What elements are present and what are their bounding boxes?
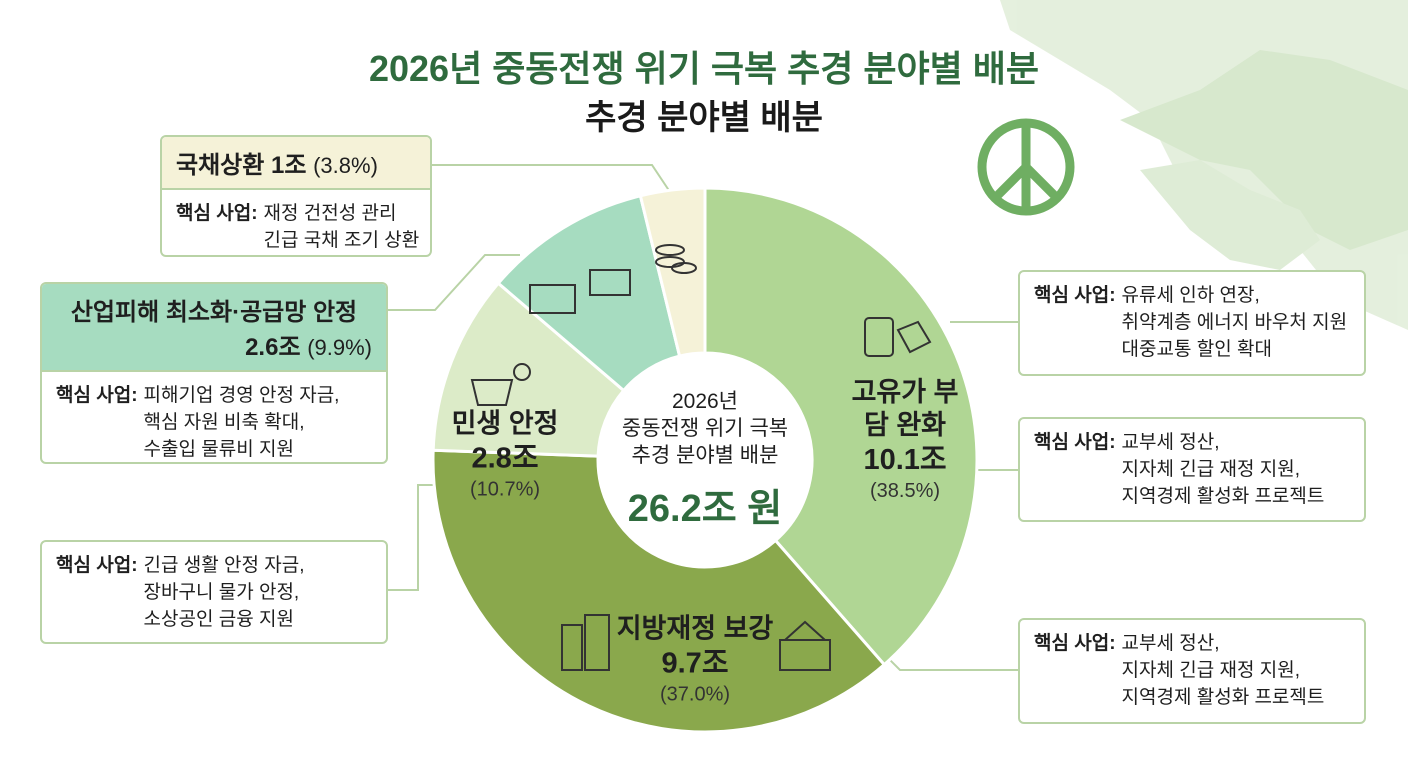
- callout-body: 핵심 사업: 교부세 정산, 지자체 긴급 재정 지원, 지역경제 활성화 프로젝트: [1020, 419, 1364, 520]
- callout-line: 교부세 정산,: [1121, 432, 1220, 453]
- callout-line: 소상공인 금융 지원: [143, 609, 294, 630]
- callout-key: 핵심 사업:: [1034, 432, 1116, 453]
- segment-value: 9.7조: [661, 647, 729, 680]
- callout-key: 핵심 사업:: [56, 555, 138, 576]
- center-line: 추경 분야별 배분: [631, 444, 779, 467]
- chart-subtitle: 추경 분야별 배분: [585, 99, 823, 137]
- segment-label: 지방재정 보강 9.7조 (37.0%): [575, 613, 815, 708]
- segment-label: 민생 안정 2.8조 (10.7%): [440, 408, 570, 503]
- callout-lines: 피해기업 경영 안정 자금, 핵심 자원 비축 확대, 수출입 물류비 지원: [143, 382, 340, 462]
- callout-lines: 교부세 정산, 지자체 긴급 재정 지원, 지역경제 활성화 프로젝트: [1122, 630, 1325, 711]
- callout-body: 핵심 사업: 교부세 정산, 지자체 긴급 재정 지원, 지역경제 활성화 프로젝트: [1020, 620, 1364, 721]
- callout-line: 긴급 국채 조기 상환: [263, 230, 420, 251]
- callout-line: 핵심 자원 비축 확대,: [143, 412, 305, 433]
- callout-share: (9.9%): [307, 335, 372, 360]
- segment-name: 민생 안정: [451, 408, 559, 439]
- callout-body: 핵심 사업: 긴급 생활 안정 자금, 장바구니 물가 안정, 소상공인 금융 지원: [42, 542, 386, 642]
- callout-line: 지자체 긴급 재정 지원,: [1121, 459, 1300, 480]
- callout-line: 수출입 물류비 지원: [143, 439, 294, 460]
- center-total: 26.2조 원: [627, 488, 783, 530]
- segment-name: 지방재정 보강: [616, 613, 774, 644]
- callout-box: 핵심 사업: 긴급 생활 안정 자금, 장바구니 물가 안정, 소상공인 금융 지원: [40, 540, 388, 644]
- segment-share: (38.5%): [869, 480, 941, 502]
- callout-body: 핵심 사업: 재정 건전성 관리 긴급 국채 조기 상환: [162, 190, 430, 255]
- segment-name: 고유가 부담 완화: [851, 377, 959, 440]
- callout-key: 핵심 사업:: [176, 203, 258, 224]
- callout-line: 지자체 긴급 재정 지원,: [1121, 660, 1300, 681]
- peace-symbol: [977, 118, 1075, 216]
- callout-box: 핵심 사업: 교부세 정산, 지자체 긴급 재정 지원, 지역경제 활성화 프로젝트: [1018, 618, 1366, 724]
- callout-line: 지역경제 활성화 프로젝트: [1121, 687, 1325, 708]
- callout-lines: 교부세 정산, 지자체 긴급 재정 지원, 지역경제 활성화 프로젝트: [1122, 429, 1325, 510]
- callout-line: 취약계층 에너지 바우처 지원: [1121, 312, 1348, 333]
- donut-slice: [431, 281, 626, 458]
- callout-box: 산업피해 최소화·공급망 안정 2.6조 (9.9%) 핵심 사업: 피해기업 경영 …: [40, 282, 388, 464]
- donut-slice: [496, 193, 682, 393]
- callout-share: (3.8%): [313, 153, 378, 178]
- donut-slice: [638, 186, 707, 358]
- callout-box: 핵심 사업: 교부세 정산, 지자체 긴급 재정 지원, 지역경제 활성화 프로젝트: [1018, 417, 1366, 522]
- callout-line: 교부세 정산,: [1121, 633, 1220, 654]
- callout-name: 국채상환: [176, 152, 265, 179]
- donut: [431, 186, 979, 734]
- callout-line: 긴급 생활 안정 자금,: [143, 555, 305, 576]
- callout-line: 지역경제 활성화 프로젝트: [1121, 486, 1325, 507]
- callout-line: 재정 건전성 관리: [263, 203, 397, 224]
- callout-box: 국채상환 1조 (3.8%) 핵심 사업: 재정 건전성 관리 긴급 국채 조기 상환: [160, 135, 432, 257]
- callout-header: 산업피해 최소화·공급망 안정 2.6조 (9.9%): [42, 284, 386, 372]
- donut-slice: [431, 448, 887, 734]
- segment-value: 10.1조: [863, 444, 947, 476]
- chart-title: 2026년 중동전쟁 위기 극복 추경 분야별 배분: [368, 48, 1040, 89]
- callout-line: 대중교통 할인 확대: [1121, 339, 1272, 360]
- center-line: 중동전쟁 위기 극복: [621, 417, 789, 440]
- callout-name: 산업피해 최소화·공급망 안정: [70, 299, 358, 326]
- donut-slice: [703, 186, 979, 667]
- segment-share: (10.7%): [469, 478, 541, 501]
- callout-value: 1조: [271, 152, 307, 179]
- segment-label: 고유가 부담 완화 10.1조 (38.5%): [840, 376, 970, 504]
- callout-line: 유류세 인하 연장,: [1121, 285, 1260, 306]
- callout-body: 핵심 사업: 피해기업 경영 안정 자금, 핵심 자원 비축 확대, 수출입 물류비 …: [42, 372, 386, 462]
- callout-header: 국채상환 1조 (3.8%): [162, 137, 430, 190]
- segment-share: (37.0%): [659, 683, 731, 706]
- icons: [470, 244, 932, 671]
- callout-key: 핵심 사업:: [1034, 285, 1116, 306]
- callout-line: 피해기업 경영 안정 자금,: [143, 385, 340, 406]
- callout-key: 핵심 사업:: [1034, 633, 1116, 654]
- segment-value: 2.8조: [471, 442, 539, 475]
- callout-line: 장바구니 물가 안정,: [143, 582, 300, 603]
- center-line: 2026년: [671, 390, 739, 413]
- callout-key: 핵심 사업:: [56, 385, 138, 406]
- callout-lines: 긴급 생활 안정 자금, 장바구니 물가 안정, 소상공인 금융 지원: [144, 552, 305, 633]
- background-map: [1000, 0, 1408, 330]
- callout-value: 2.6조: [245, 334, 301, 361]
- callout-value-row: 2.6조 (9.9%): [56, 327, 372, 362]
